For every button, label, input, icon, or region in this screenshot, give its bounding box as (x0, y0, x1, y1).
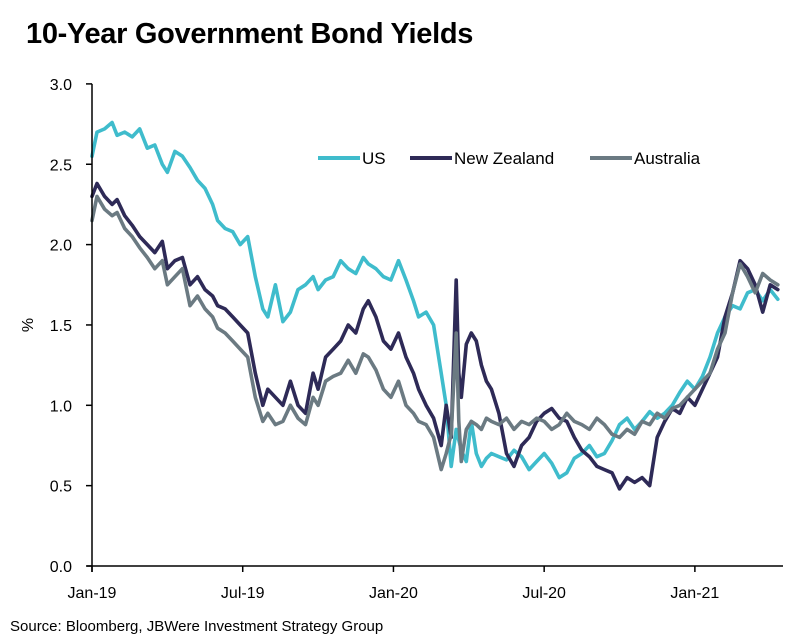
axes-layer: 0.0 0.5 1.0 1.5 2.0 2.5 3.0 Jan-19 Jul-19 Jan-20 J… (50, 77, 783, 602)
x-tick-label: Jul-19 (221, 585, 265, 602)
legend-label: US (362, 149, 386, 168)
y-tick-label: 0.0 (50, 559, 72, 576)
y-axis-label: % (20, 318, 37, 332)
legend-label: New Zealand (454, 149, 554, 168)
y-tick-label: 1.5 (50, 318, 72, 335)
legend: US New Zealand Australia (318, 149, 701, 168)
legend-item-australia: Australia (590, 149, 701, 168)
chart-title: 10-Year Government Bond Yields (26, 18, 474, 50)
y-tick-label: 1.0 (50, 398, 72, 415)
legend-label: Australia (634, 149, 701, 168)
x-tick-label: Jul-20 (522, 585, 566, 602)
y-tick-label: 2.5 (50, 157, 72, 174)
legend-item-us: US (318, 149, 386, 168)
x-tick-label: Jan-21 (670, 585, 719, 602)
x-tick-label: Jan-20 (369, 585, 418, 602)
series-layer (90, 120, 780, 491)
series-line-new-zealand (90, 181, 780, 491)
y-tick-label: 3.0 (50, 77, 72, 94)
y-tick-label: 0.5 (50, 479, 72, 496)
x-tick-label: Jan-19 (68, 585, 117, 602)
series-line-australia (90, 194, 780, 472)
source-note: Source: Bloomberg, JBWere Investment Str… (10, 618, 384, 635)
legend-item-new-zealand: New Zealand (410, 149, 554, 168)
y-tick-label: 2.0 (50, 238, 72, 255)
